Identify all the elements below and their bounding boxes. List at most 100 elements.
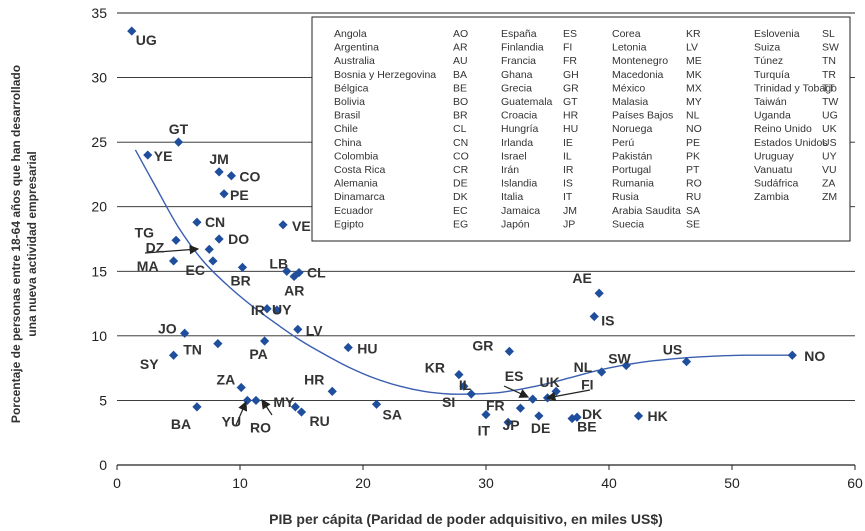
point-us <box>681 357 692 367</box>
point-is <box>589 311 599 322</box>
label-no: NO <box>804 348 825 364</box>
legend-country-name: Japón <box>501 218 530 230</box>
point-lv <box>293 324 303 334</box>
point-ye <box>143 150 153 160</box>
point-dz <box>204 244 214 254</box>
trend-curve <box>134 149 794 395</box>
legend-country-name: México <box>612 82 645 94</box>
x-tick-label: 50 <box>724 475 740 491</box>
label-my: MY <box>273 394 295 410</box>
label-fi: FI <box>581 376 593 392</box>
point-de <box>534 411 544 421</box>
legend-country-name: Trinidad y Tobago <box>754 82 837 94</box>
legend-country-code: TN <box>822 55 836 67</box>
label-jo: JO <box>158 320 177 336</box>
point-co <box>226 171 236 181</box>
legend-country-code: MY <box>686 96 702 108</box>
point-ar <box>289 271 299 282</box>
label-nl: NL <box>574 359 593 375</box>
label-es: ES <box>505 368 524 384</box>
legend-country-name: Países Bajos <box>612 110 673 122</box>
point-hr <box>327 386 337 396</box>
label-cl: CL <box>307 265 326 281</box>
point-ec <box>208 256 218 266</box>
legend-country-name: Zambia <box>754 191 789 203</box>
legend-country-code: AO <box>453 28 468 40</box>
legend-country-code: EC <box>453 205 468 217</box>
legend-country-name: Brasil <box>334 110 360 122</box>
point-nl <box>597 367 607 377</box>
point-fi <box>551 386 561 396</box>
y-axis-ticks: 0 5 10 15 20 25 30 35 <box>91 5 107 473</box>
label-ve: VE <box>292 218 311 234</box>
legend-country-code: RO <box>686 178 702 190</box>
legend-country-code: UG <box>822 110 838 122</box>
legend-country-code: UK <box>822 123 837 135</box>
point-sw <box>621 360 631 371</box>
label-ro: RO <box>250 419 271 435</box>
label-cn: CN <box>205 214 225 230</box>
legend-country-code: ZM <box>822 191 837 203</box>
legend-country-name: Guatemala <box>501 96 553 108</box>
y-tick-label: 5 <box>99 392 107 408</box>
label-lb: LB <box>269 255 288 271</box>
x-axis-title: PIB per cápita (Paridad de poder adquisi… <box>269 511 663 527</box>
label-gt: GT <box>169 121 189 137</box>
point-fr <box>481 410 491 420</box>
point-ir <box>272 305 282 315</box>
label-uk: UK <box>540 374 560 390</box>
legend-country-code: DK <box>453 191 468 203</box>
point-my <box>290 402 300 412</box>
label-sw: SW <box>608 351 631 367</box>
legend-country-name: Alemania <box>334 178 378 190</box>
label-ec: EC <box>185 262 204 278</box>
point-ro <box>251 395 261 406</box>
point-yu <box>242 395 252 406</box>
legend-country-name: Croacia <box>501 110 537 122</box>
point-ug <box>127 26 137 36</box>
legend-country-name: Chile <box>334 123 358 135</box>
y-tick-label: 30 <box>91 70 107 86</box>
arrow-fi <box>545 389 591 402</box>
legend-country-code: PT <box>686 164 700 176</box>
label-gr: GR <box>472 337 493 353</box>
legend-country-name: Letonia <box>612 42 647 54</box>
point-za <box>236 382 246 393</box>
point-sa <box>371 399 382 409</box>
legend-country-name: Irán <box>501 164 519 176</box>
legend-country-code: TR <box>822 69 836 81</box>
legend-country-code: TW <box>822 96 838 108</box>
y-tick-label: 0 <box>99 457 107 473</box>
legend-country-name: Rusia <box>612 191 639 203</box>
x-tick-label: 40 <box>601 475 617 491</box>
label-ug: UG <box>136 32 157 48</box>
legend-country-name: Francia <box>501 55 536 67</box>
point-si <box>466 389 476 399</box>
y-tick-label: 20 <box>91 199 107 215</box>
y-axis-title-line-2: una nueva actividad empresarial <box>25 151 39 336</box>
point-ma <box>168 256 179 266</box>
legend-country-code: NO <box>686 123 702 135</box>
y-tick-label: 35 <box>91 5 107 21</box>
legend-country-code: BA <box>453 69 467 81</box>
point-tg <box>171 235 181 245</box>
legend-country-name: Taiwán <box>754 96 787 108</box>
legend-box <box>311 16 851 242</box>
legend-country-name: Pakistán <box>612 150 652 162</box>
x-tick-label: 30 <box>478 475 494 491</box>
legend-country-name: Jamaica <box>501 205 540 217</box>
legend-country-name: China <box>334 137 362 149</box>
label-is: IS <box>601 312 614 328</box>
legend-country-name: Dinamarca <box>334 191 385 203</box>
legend-country-name: Finlandia <box>501 42 544 54</box>
legend-country-name: Túnez <box>754 55 783 67</box>
point-ae <box>594 288 604 298</box>
point-jp <box>515 403 526 413</box>
legend-country-code: DE <box>453 178 468 190</box>
y-tick-label: 25 <box>91 134 107 150</box>
legend-country-code: FR <box>563 55 577 67</box>
point-hu <box>343 342 353 353</box>
legend-country-name: Bélgica <box>334 82 369 94</box>
legend-country-code: IE <box>563 137 573 149</box>
